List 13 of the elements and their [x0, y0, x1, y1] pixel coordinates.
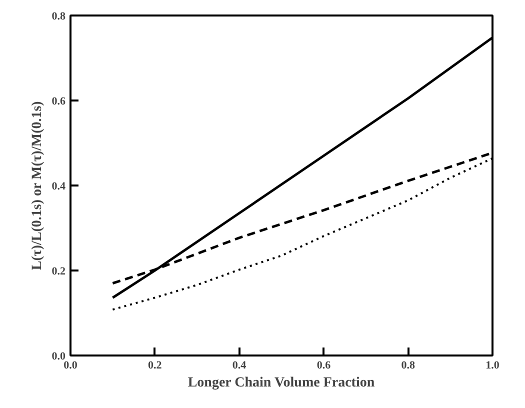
x-tick-label: 0.4	[232, 360, 247, 372]
x-tick-label: 0.8	[401, 360, 416, 372]
y-tick-label: 0.8	[52, 10, 66, 22]
x-tick-label: 0.0	[64, 360, 78, 372]
y-tick-label: 0.6	[52, 96, 66, 108]
y-axis-title: L(τ)/L(0.1s) or M(τ)/M(0.1s)	[30, 100, 45, 270]
x-axis-title: Longer Chain Volume Fraction	[188, 376, 375, 390]
y-tick-label: 0.2	[52, 266, 66, 278]
y-tick-label: 0.0	[52, 350, 66, 362]
x-tick-label: 0.2	[148, 360, 162, 372]
x-tick-label: 0.6	[316, 360, 332, 372]
x-tick-label: 1.0	[486, 360, 500, 372]
y-tick-label: 0.4	[52, 180, 66, 192]
